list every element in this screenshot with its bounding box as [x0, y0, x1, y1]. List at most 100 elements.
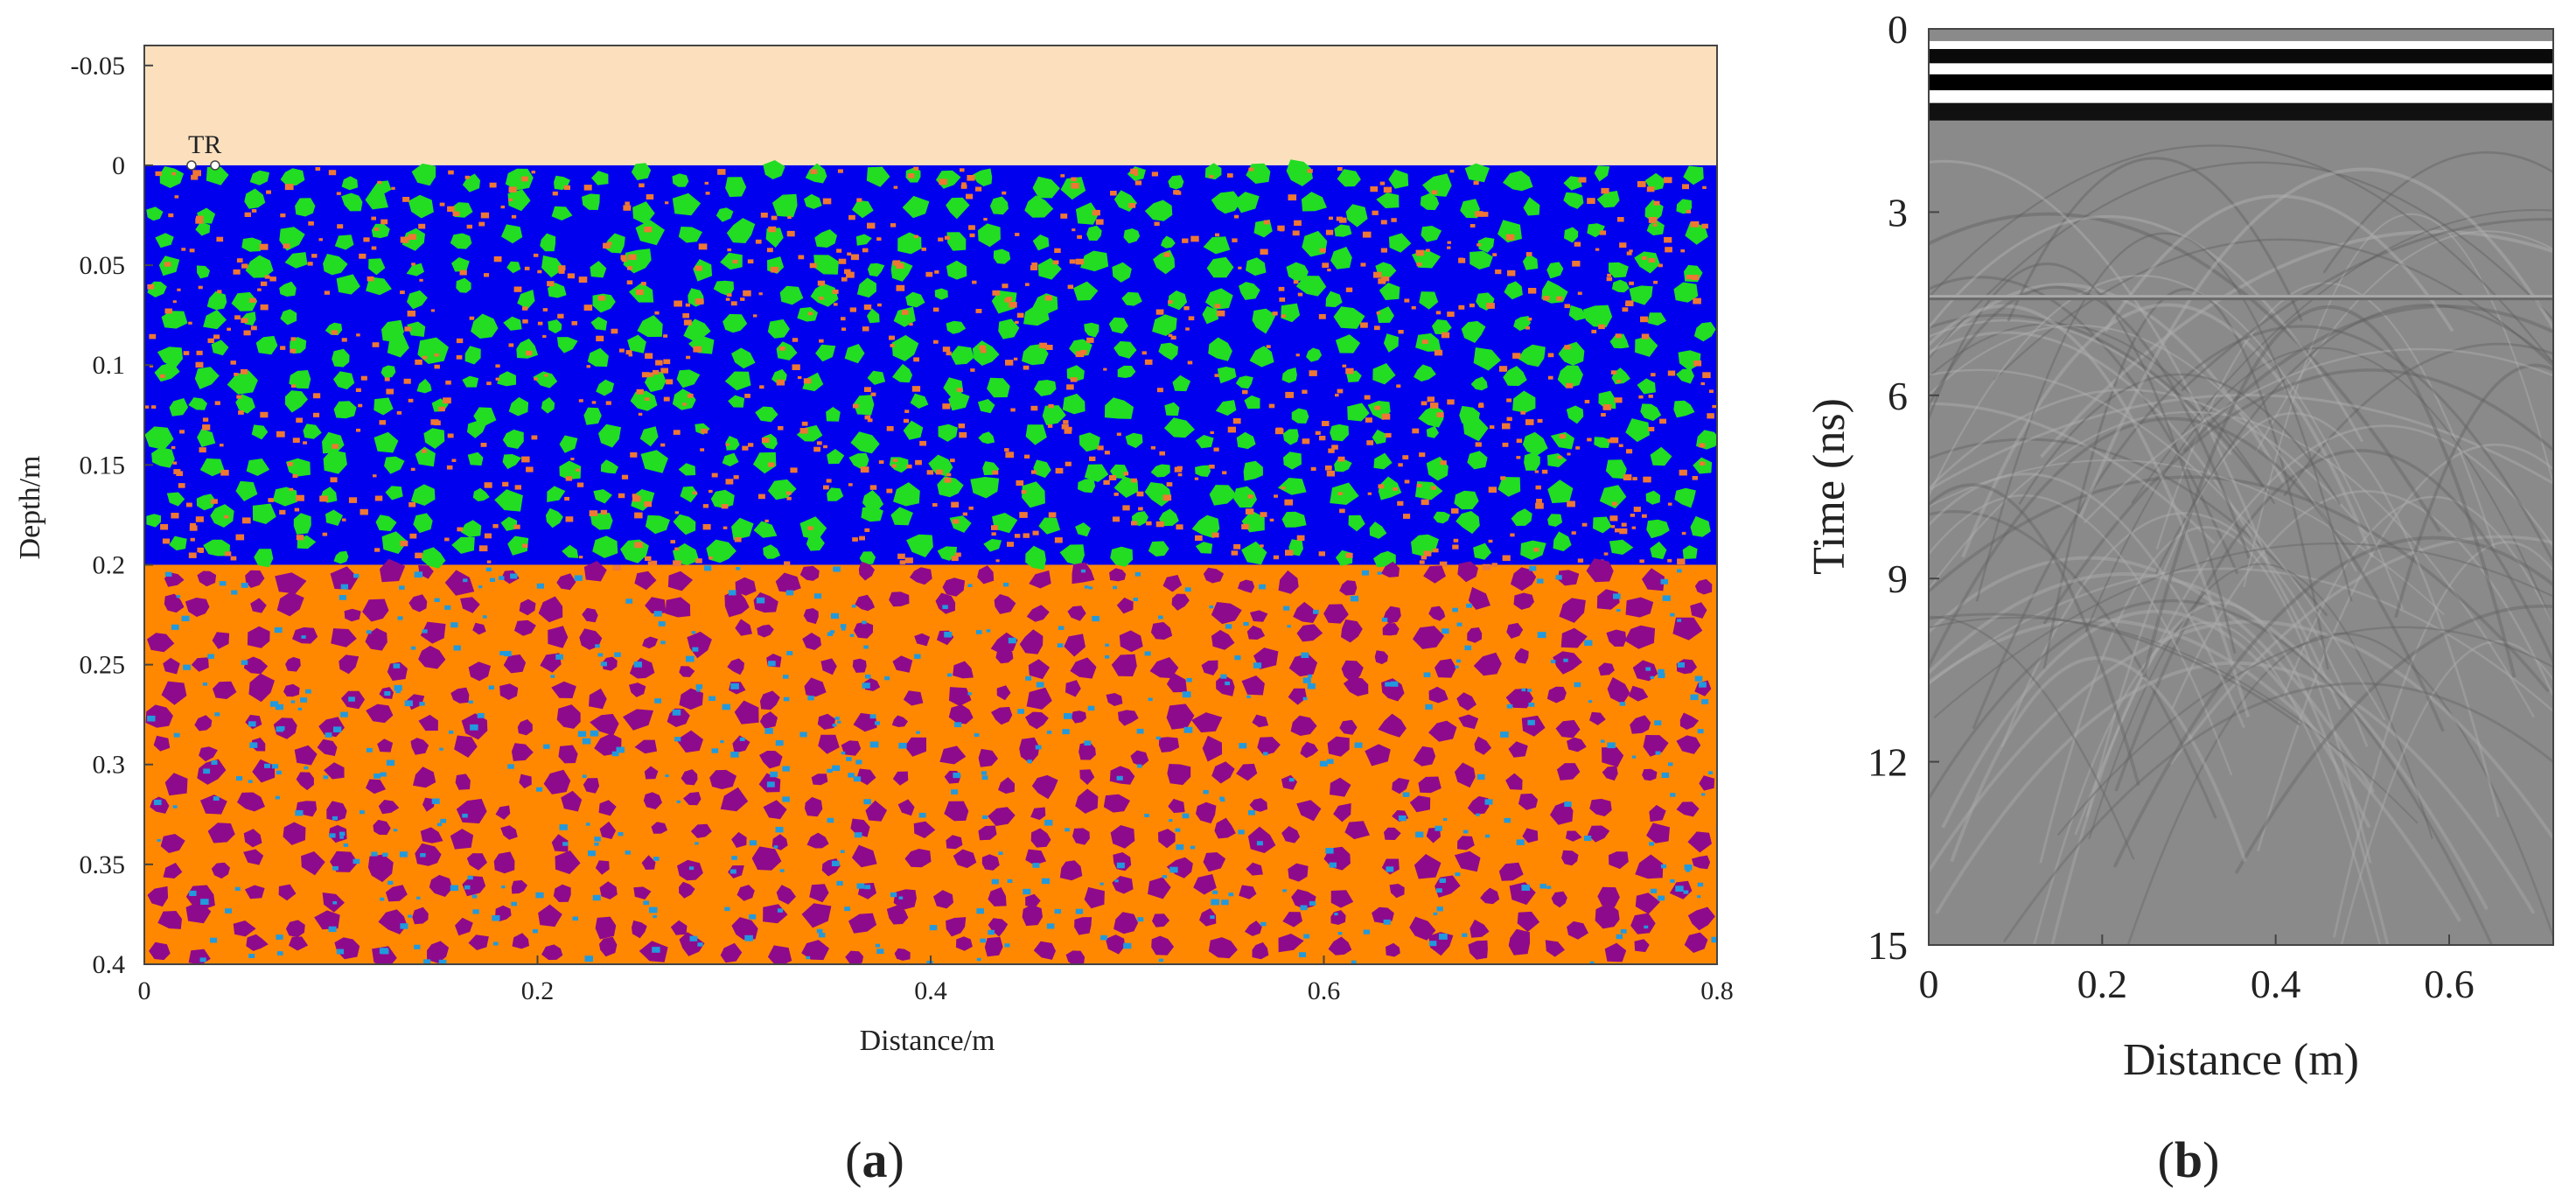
- fine-particle: [1677, 558, 1686, 565]
- aggregate-particle: [679, 881, 695, 899]
- fine-particle: [567, 273, 575, 279]
- aggregate-particle: [855, 594, 876, 612]
- fine-particle: [1245, 508, 1254, 514]
- fine-particle: [981, 771, 988, 775]
- fine-particle: [623, 205, 632, 211]
- fine-particle: [1690, 694, 1699, 701]
- fine-particle: [904, 410, 910, 413]
- fine-particle: [1296, 535, 1305, 541]
- fine-particle: [478, 585, 483, 589]
- fine-particle: [603, 242, 611, 248]
- fine-particle: [1449, 169, 1455, 173]
- aggregate-particle: [1428, 720, 1457, 742]
- aggregate-particle: [1687, 831, 1712, 853]
- aggregate-particle: [157, 346, 183, 369]
- fine-particle: [1378, 484, 1385, 489]
- fine-particle: [471, 894, 478, 899]
- fine-particle: [740, 298, 745, 301]
- fine-particle: [356, 333, 360, 337]
- fine-particle: [645, 397, 650, 401]
- aggregate-particle: [826, 407, 841, 422]
- aggregate-particle: [1692, 855, 1711, 870]
- fine-particle: [578, 276, 588, 283]
- fine-particle: [1108, 475, 1117, 480]
- fine-particle: [188, 552, 197, 558]
- fine-particle: [1015, 233, 1020, 236]
- aggregate-particle: [1084, 322, 1100, 338]
- fine-particle: [211, 760, 218, 765]
- fine-particle: [236, 258, 243, 262]
- fine-particle: [1331, 444, 1338, 450]
- fine-particle: [1571, 531, 1576, 535]
- aggregate-particle: [590, 513, 613, 530]
- fine-particle: [1631, 526, 1637, 529]
- fine-particle: [484, 273, 490, 277]
- aggregate-particle: [1511, 508, 1532, 526]
- aggregate-particle: [727, 658, 744, 676]
- fine-particle: [600, 509, 608, 515]
- fine-particle: [653, 914, 657, 919]
- fine-particle: [434, 364, 440, 369]
- aggregate-particle: [1109, 568, 1127, 582]
- aggregate-particle: [332, 348, 350, 368]
- fine-particle: [1212, 890, 1218, 894]
- fine-particle: [1607, 438, 1613, 443]
- fine-particle: [1667, 502, 1672, 506]
- aggregate-particle: [325, 322, 343, 336]
- fine-particle: [1288, 194, 1297, 201]
- fine-particle: [294, 508, 300, 512]
- aggregate-particle: [953, 849, 977, 869]
- fine-particle: [1541, 469, 1548, 474]
- fine-particle: [1452, 607, 1458, 612]
- fine-particle: [409, 533, 417, 539]
- aggregate-particle: [591, 171, 609, 186]
- fine-particle: [1430, 402, 1439, 409]
- fine-particle: [1536, 578, 1544, 584]
- fine-particle: [430, 419, 439, 425]
- fine-particle: [1227, 426, 1236, 433]
- fine-particle: [1113, 585, 1117, 590]
- fine-particle: [1675, 886, 1684, 892]
- fine-particle: [848, 483, 853, 486]
- fine-particle: [1008, 637, 1016, 644]
- aggregate-particle: [275, 572, 307, 594]
- fine-particle: [1337, 492, 1343, 495]
- fine-particle: [544, 374, 548, 377]
- fine-particle: [1658, 673, 1665, 678]
- fine-particle: [582, 774, 587, 778]
- aggregate-particle: [1022, 344, 1049, 366]
- fine-particle: [822, 198, 832, 205]
- fine-particle: [1166, 482, 1173, 486]
- fine-particle: [1155, 309, 1164, 315]
- fine-particle: [1354, 742, 1363, 748]
- fine-particle: [521, 456, 530, 463]
- aggregate-particle: [1428, 686, 1449, 704]
- fine-particle: [743, 290, 751, 297]
- aggregate-particle: [1209, 485, 1238, 506]
- aggregate-particle: [462, 876, 486, 897]
- fine-particle: [625, 201, 630, 206]
- aggregate-particle: [637, 315, 663, 338]
- aggregate-particle: [1239, 885, 1257, 900]
- fine-particle: [328, 170, 337, 176]
- fine-particle: [1623, 474, 1632, 480]
- fine-particle: [261, 281, 268, 286]
- fine-particle: [1002, 191, 1007, 195]
- aggregate-particle: [1635, 336, 1658, 357]
- fine-particle: [447, 433, 454, 438]
- aggregate-particle: [633, 886, 652, 900]
- fine-particle: [611, 751, 619, 757]
- aggregate-particle: [1293, 601, 1318, 623]
- fine-particle: [157, 839, 161, 843]
- aggregate-particle: [1673, 282, 1699, 303]
- aggregate-particle: [827, 487, 844, 501]
- aggregate-particle: [759, 690, 780, 710]
- fine-particle: [1297, 292, 1303, 297]
- fine-particle: [1293, 280, 1299, 284]
- fine-particle: [151, 405, 157, 409]
- fine-particle: [1393, 487, 1398, 491]
- fine-particle: [1019, 512, 1028, 518]
- aggregate-particle: [341, 176, 359, 191]
- fine-particle: [621, 474, 629, 480]
- fine-particle: [966, 193, 974, 200]
